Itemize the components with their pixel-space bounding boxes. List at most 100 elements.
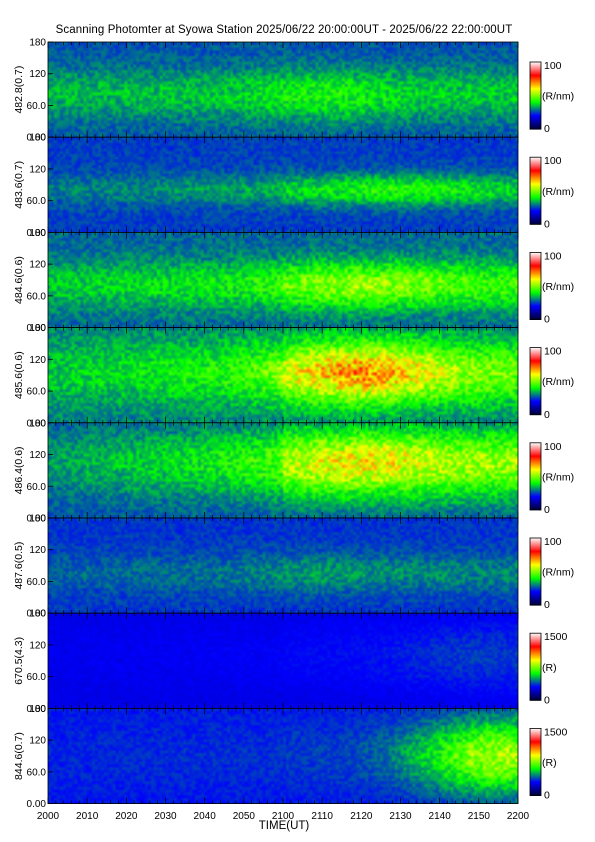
x-tick-label: 2030 [154,811,177,822]
x-tick-label: 2130 [389,811,412,822]
colorbar [529,61,542,130]
x-tick-label: 2040 [194,811,217,822]
colorbar-min-label: 0 [544,599,550,611]
x-tick-label: 2000 [37,811,60,822]
heatmap-image [48,422,518,518]
colorbar-min-label: 0 [544,218,550,230]
y-tick-label: 60.0 [27,767,47,778]
panel-ylabel: 487.6(0.5) [13,542,25,590]
y-tick-label: 180 [29,38,46,49]
x-tick-label: 2120 [350,811,373,822]
colorbar-min-label: 0 [544,409,550,421]
panel-3: 0.00 60.0 120 180 484.6(0.6) 100 0 (R/nm) [13,228,574,334]
y-tick-label: 120 [29,164,46,175]
colorbar-max-label: 100 [544,155,562,167]
x-tick-label: 2200 [507,811,530,822]
y-tick-label: 60.0 [27,672,47,683]
y-tick-label: 60.0 [27,577,47,588]
colorbar-max-label: 100 [544,250,562,262]
colorbar-max-label: 1500 [544,726,568,738]
colorbar-max-label: 100 [544,536,562,548]
y-tick-label: 0.00 [27,228,47,239]
panel-2: 0.00 60.0 120 180 483.6(0.7) 100 0 (R/nm) [13,133,574,239]
y-tick-label: 0.00 [27,799,47,810]
heatmap-image [48,708,518,804]
chart-title: Scanning Photomter at Syowa Station 2025… [55,24,513,36]
y-tick-label: 120 [29,260,46,271]
y-tick-label: 0.00 [27,514,47,525]
colorbar-min-label: 0 [544,694,550,706]
y-tick-label: 180 [29,514,46,525]
panel-4: 0.00 60.0 120 180 485.6(0.6) 100 0 (R/nm) [13,323,574,429]
heatmap-image [48,613,518,709]
colorbar [529,442,542,511]
x-tick-label: 2110 [311,811,333,822]
panel-1: 0.00 60.0 120 180 482.8(0.7) 100 0 (R/nm) [13,38,574,144]
heatmap-image [48,42,518,138]
panel-7: 0.00 60.0 120 180 670.5(4.3) 1500 0 (R) [13,609,568,715]
heatmap-image [48,137,518,233]
panel-ylabel: 844.6(0.7) [13,732,25,780]
y-tick-label: 180 [29,228,46,239]
y-tick-label: 120 [29,545,46,556]
y-tick-label: 120 [29,640,46,651]
colorbar-min-label: 0 [544,504,550,516]
y-tick-label: 120 [29,69,46,80]
y-tick-label: 120 [29,450,46,461]
x-tick-label: 2100 [272,811,295,822]
colorbar [529,728,542,797]
heatmap-image [48,327,518,423]
colorbar-unit-label: (R/nm) [542,376,574,388]
x-tick-label: 2150 [468,811,491,822]
x-tick-label: 2020 [115,811,138,822]
y-tick-label: 60.0 [27,482,47,493]
panel-ylabel: 670.5(4.3) [13,637,25,685]
panel-8: 0.00 60.0 120 180 844.6(0.7) 1500 0 (R) [13,704,568,810]
y-tick-label: 60.0 [27,387,47,398]
y-tick-label: 120 [29,736,46,747]
y-tick-label: 180 [29,609,46,620]
y-tick-label: 120 [29,355,46,366]
y-tick-label: 180 [29,418,46,429]
colorbar-max-label: 100 [544,60,562,72]
colorbar [529,156,542,225]
colorbar [529,251,542,320]
panel-6: 0.00 60.0 120 180 487.6(0.5) 100 0 (R/nm) [13,514,574,620]
colorbar-unit-label: (R) [542,757,557,769]
colorbar-max-label: 1500 [544,631,568,643]
y-tick-label: 180 [29,323,46,334]
colorbar-unit-label: (R/nm) [542,91,574,103]
y-tick-label: 0.00 [27,323,47,334]
x-tick-label: 2050 [233,811,256,822]
heatmap-image [48,232,518,328]
colorbar-unit-label: (R) [542,662,557,674]
colorbar-min-label: 0 [544,123,550,135]
colorbar-unit-label: (R/nm) [542,567,574,579]
x-tick-label: 2140 [429,811,452,822]
panel-ylabel: 484.6(0.6) [13,256,25,304]
y-tick-label: 60.0 [27,101,47,112]
panel-ylabel: 486.4(0.6) [13,446,25,494]
y-tick-label: 60.0 [27,196,47,207]
x-axis-label: TIME(UT) [258,820,310,832]
colorbar [529,537,542,606]
y-tick-label: 180 [29,133,46,144]
heatmap-image [48,518,518,614]
colorbar-unit-label: (R/nm) [542,471,574,483]
y-tick-label: 0.00 [27,418,47,429]
panel-ylabel: 482.8(0.7) [13,66,25,114]
y-tick-label: 0.00 [27,133,47,144]
colorbar-min-label: 0 [544,314,550,326]
x-tick-label: 2010 [76,811,99,822]
y-tick-label: 0.00 [27,609,47,620]
colorbar-max-label: 100 [544,346,562,358]
colorbar [529,632,542,701]
colorbar-max-label: 100 [544,441,562,453]
colorbar-unit-label: (R/nm) [542,281,574,293]
panel-ylabel: 483.6(0.7) [13,161,25,209]
y-tick-label: 0.00 [27,704,47,715]
colorbar-min-label: 0 [544,790,550,802]
y-tick-label: 180 [29,704,46,715]
colorbar-unit-label: (R/nm) [542,186,574,198]
